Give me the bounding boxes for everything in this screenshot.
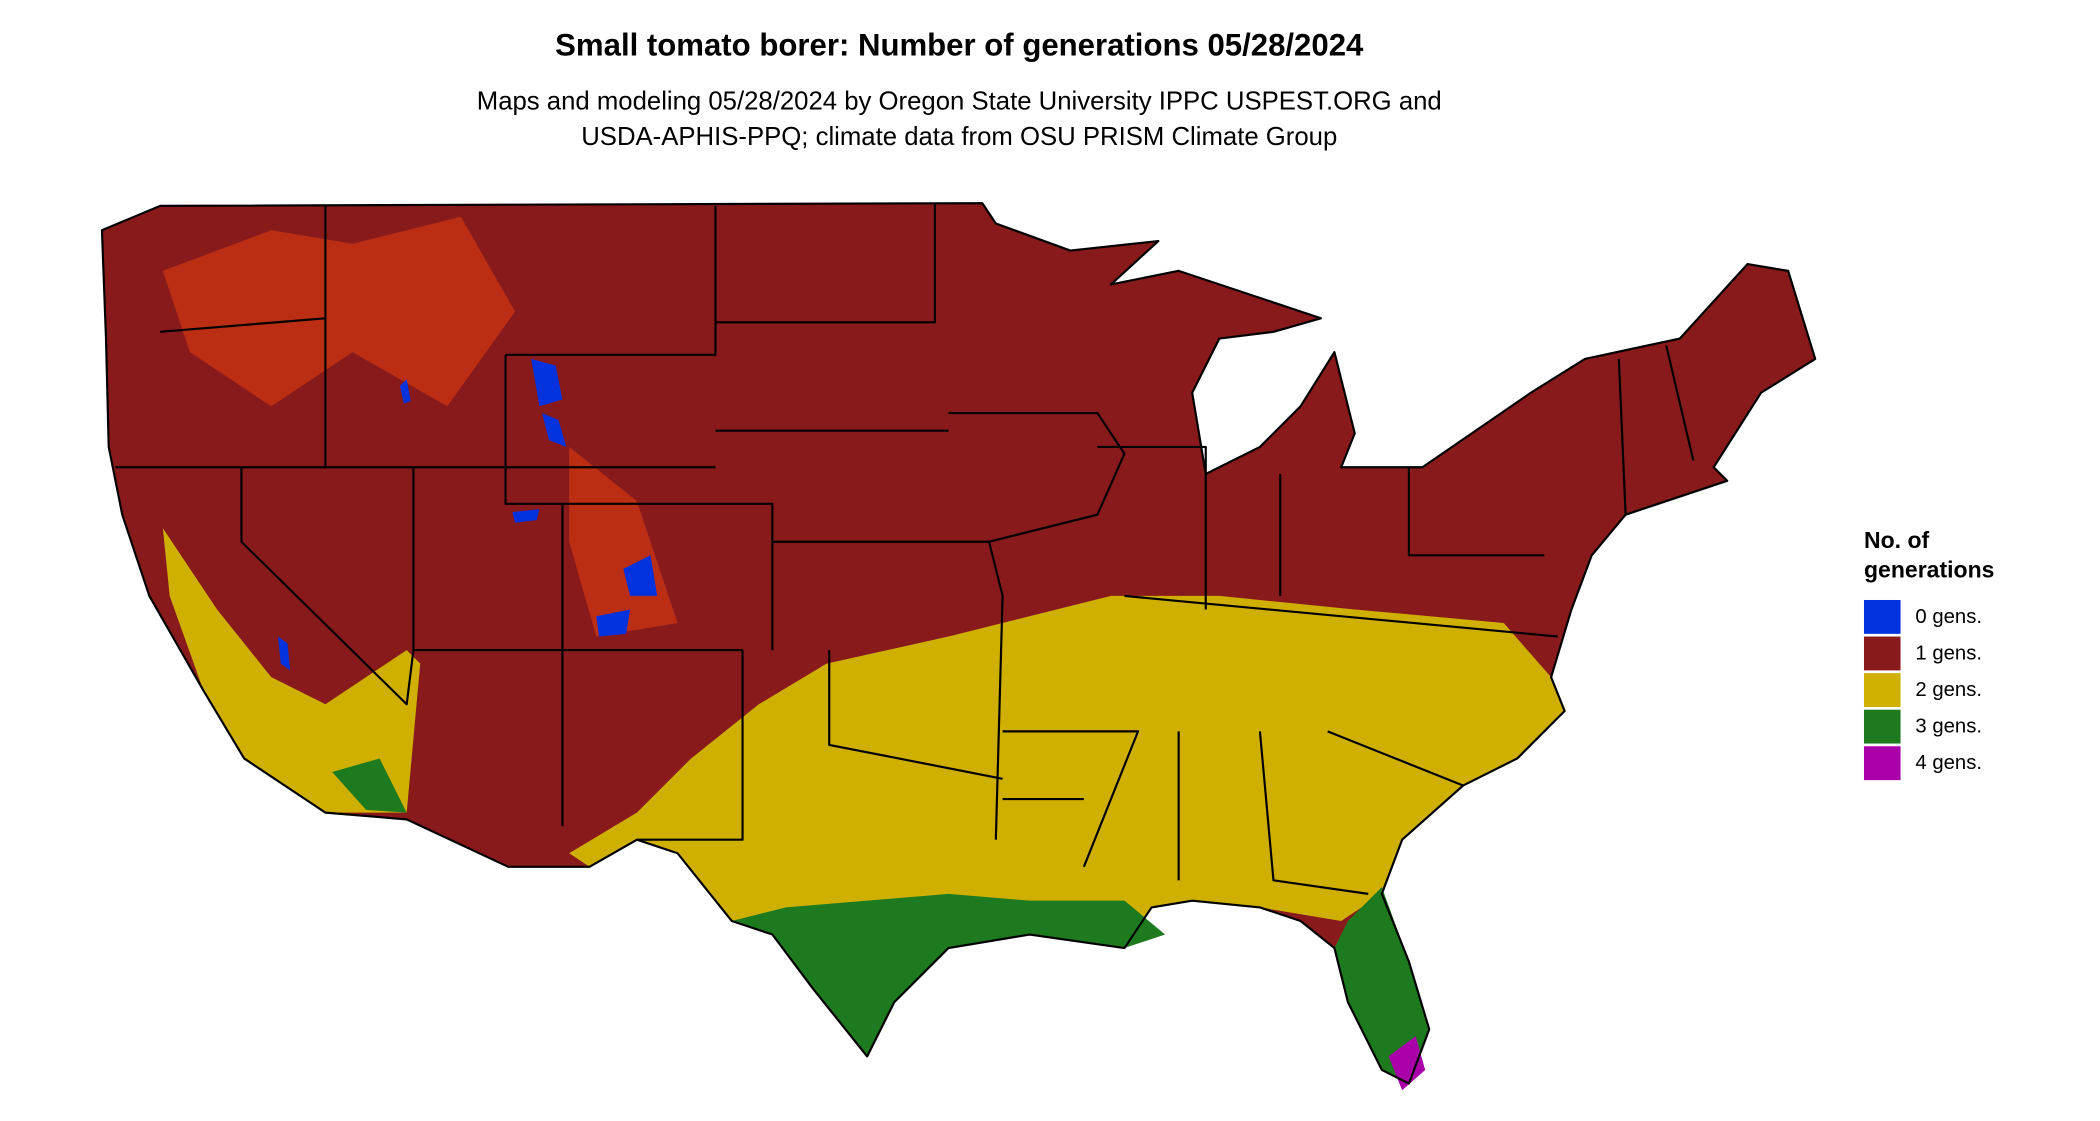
subtitle: USDA-APHIS-PPQ; climate data from OSU PR…	[581, 123, 1337, 151]
legend-swatch	[1863, 709, 1901, 744]
state-borders	[100, 202, 1817, 1085]
legend-label: 4 gens.	[1915, 752, 1982, 774]
region-2-gen	[162, 528, 421, 813]
subtitle: Maps and modeling 05/28/2024 by Oregon S…	[477, 88, 1442, 116]
legend-label: 2 gens.	[1915, 679, 1982, 701]
region-3-gen	[731, 893, 1166, 1057]
legend-label: 3 gens.	[1915, 716, 1982, 738]
legend-swatch	[1863, 599, 1901, 634]
legend-title: No. of	[1864, 527, 1930, 553]
legend-swatch	[1863, 673, 1901, 707]
map-regions	[101, 203, 1816, 1091]
legend-swatch	[1863, 746, 1901, 781]
region-3-gen	[332, 758, 407, 813]
legend-label: 1 gens.	[1915, 643, 1982, 665]
legend-label: 0 gens.	[1915, 606, 1982, 628]
legend-swatch	[1863, 636, 1901, 671]
region-0-gen	[278, 358, 658, 671]
title: Small tomato borer: Number of generation…	[555, 28, 1364, 63]
region-3-gen	[1334, 887, 1430, 1084]
legend: 0 gens. 1 gens. 2 gens. 3 gens. 4 gens.	[1863, 599, 1982, 781]
legend-title: generations	[1864, 557, 1994, 583]
